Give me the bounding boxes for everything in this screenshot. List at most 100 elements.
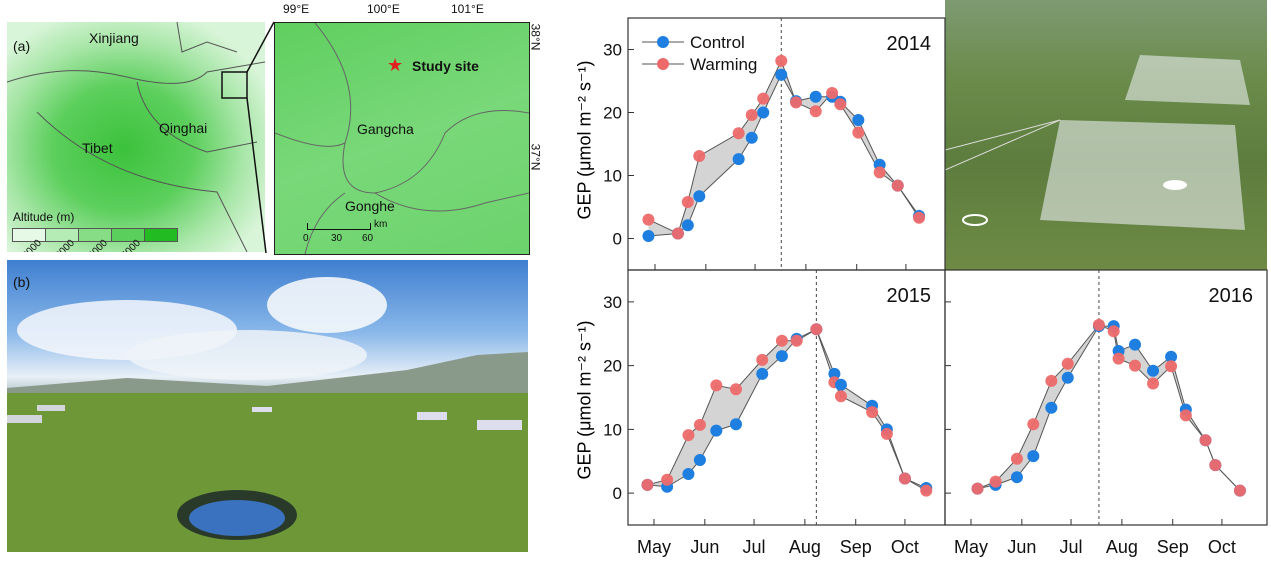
control-point [852, 114, 865, 127]
y-axis-label-2015: GEP (μmol m⁻² s⁻¹) [574, 320, 595, 480]
warming-point [852, 126, 865, 139]
legend-marker-warming [657, 58, 669, 70]
warming-point [920, 484, 933, 497]
y-tick-label: 30 [603, 41, 622, 60]
x-tick-label: May [637, 537, 671, 557]
y-tick-label: 30 [603, 293, 622, 312]
x-tick-label: Jun [1007, 537, 1036, 557]
control-line [647, 328, 927, 489]
warming-point [834, 98, 847, 111]
region-tibet: Tibet [82, 140, 113, 156]
region-xinjiang: Xinjiang [89, 30, 139, 46]
warming-point [1045, 374, 1058, 387]
warming-point [790, 96, 803, 109]
longitude-label: 99°E [283, 2, 310, 16]
chart-2015: 0 10 20 30 May Jun Jul Aug Sep Oct 2015 [603, 269, 946, 557]
y-tick-label: 0 [613, 230, 622, 249]
field-site-photo: (b) [7, 260, 528, 552]
longitude-label: 100°E [367, 2, 400, 16]
inset-map: ★ Study site Gangcha Gonghe 0 30 60 km [274, 22, 530, 255]
control-point [745, 131, 758, 144]
panel-a-label: (a) [13, 38, 31, 54]
control-point [693, 190, 706, 203]
zoom-lines [246, 21, 275, 254]
x-tick-label: Sep [840, 537, 872, 557]
y-tick-label: 10 [603, 167, 622, 186]
y-tick-label: 10 [603, 420, 622, 439]
inset-box [221, 71, 248, 99]
warming-point [971, 482, 984, 495]
altitude-legend-bar [12, 228, 178, 242]
warming-point [866, 406, 879, 419]
scale-tick: 0 [303, 233, 309, 244]
legend-label-control: Control [690, 33, 745, 52]
warming-line [648, 59, 920, 235]
warming-point [826, 86, 839, 99]
warming-point [989, 475, 1002, 488]
y-tick-label: 20 [603, 357, 622, 376]
scale-unit: km [374, 219, 388, 230]
warming-line [647, 328, 927, 492]
warming-point [809, 105, 822, 118]
warming-point [891, 179, 904, 192]
warming-point [1233, 484, 1246, 497]
warming-line [977, 324, 1241, 491]
scale-bar [307, 223, 371, 230]
warming-point [1112, 352, 1125, 365]
control-point [710, 424, 723, 437]
warming-point [790, 334, 803, 347]
warming-point [642, 213, 655, 226]
control-point [757, 106, 770, 119]
photo-scene [7, 277, 528, 552]
altitude-legend-title: Altitude (m) [13, 210, 75, 224]
legend-marker-control [657, 36, 669, 48]
control-line [977, 325, 1241, 491]
control-point [682, 468, 695, 480]
warming-point [1027, 418, 1040, 431]
y-tick-label: 0 [613, 484, 622, 503]
warming-point [1092, 318, 1105, 331]
warming-point [710, 379, 723, 392]
y-tick-label: 20 [603, 104, 622, 123]
warming-point [1061, 357, 1074, 370]
x-tick-label: May [954, 537, 988, 557]
x-tick-label: Jul [1060, 537, 1083, 557]
x-tick-label: Sep [1157, 537, 1189, 557]
warming-point [730, 383, 742, 396]
control-point [732, 153, 745, 166]
year-label: 2015 [887, 285, 932, 307]
scale-tick: 30 [331, 233, 343, 244]
warming-point [756, 353, 769, 366]
warming-point [1129, 359, 1141, 372]
control-point [730, 418, 742, 431]
chamber-photo [945, 0, 1267, 270]
town-gonghe: Gonghe [345, 198, 395, 214]
control-point [1045, 401, 1058, 414]
warming-point [880, 427, 893, 440]
study-site-label: Study site [412, 58, 479, 74]
control-point [1010, 471, 1023, 484]
warming-point [1107, 325, 1120, 338]
warming-point [898, 472, 911, 485]
y-axis-label-2014: GEP (μmol m⁻² s⁻¹) [574, 60, 595, 220]
control-point [1027, 450, 1040, 463]
warming-point [775, 54, 788, 67]
warming-point [1209, 459, 1222, 472]
control-point [1147, 364, 1160, 377]
year-label: 2016 [1209, 285, 1254, 307]
x-tick-label: Jun [690, 537, 719, 557]
x-tick-label: Oct [1208, 537, 1236, 557]
region-qinghai: Qinghai [159, 120, 208, 136]
warming-point [693, 149, 706, 162]
control-point [693, 453, 706, 466]
warming-point [641, 478, 654, 491]
overview-map: (a) Xinjiang Qinghai Tibet Altitude (m) … [7, 22, 265, 252]
town-gangcha: Gangcha [357, 121, 414, 137]
control-point [828, 367, 841, 380]
warming-point [671, 227, 684, 240]
open-top-chambers [945, 55, 1250, 230]
warming-point [661, 473, 674, 486]
control-point [1061, 371, 1074, 384]
control-point [1129, 338, 1141, 351]
